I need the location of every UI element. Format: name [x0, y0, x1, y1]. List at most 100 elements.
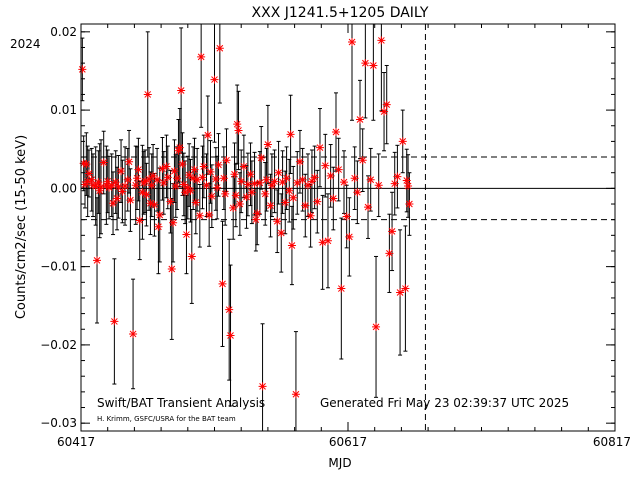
data-point	[257, 153, 266, 162]
data-point	[129, 329, 138, 338]
data-point	[210, 75, 219, 84]
y-axis-label: Counts/cm2/sec (15-50 keV)	[14, 135, 29, 319]
data-point	[286, 130, 295, 139]
data-point	[99, 158, 108, 167]
data-point	[295, 157, 304, 166]
data-point	[348, 38, 357, 47]
data-point	[89, 181, 98, 190]
data-point	[331, 128, 340, 137]
data-point	[281, 198, 290, 207]
data-point	[138, 188, 147, 197]
data-point	[162, 162, 171, 171]
data-point	[315, 143, 324, 152]
data-point	[163, 173, 172, 182]
data-point	[235, 200, 244, 209]
data-point	[82, 160, 91, 169]
data-point	[313, 197, 322, 206]
data-point	[231, 191, 240, 200]
axis-ticks	[80, 24, 616, 431]
data-point	[85, 169, 94, 178]
data-point	[293, 178, 302, 187]
data-point	[109, 199, 118, 208]
data-point	[177, 86, 186, 95]
data-point	[95, 186, 104, 195]
data-point	[149, 171, 158, 180]
data-point	[405, 200, 414, 209]
x-tick-labels: 60417 60617 60817	[57, 435, 631, 449]
data-point	[374, 181, 383, 190]
data-point	[93, 256, 102, 265]
data-point	[404, 182, 413, 191]
data-point	[339, 178, 348, 187]
data-point	[171, 182, 180, 191]
data-point	[126, 196, 135, 205]
data-point	[190, 165, 199, 174]
data-point	[273, 217, 282, 226]
data-point	[243, 180, 252, 189]
footer-right: Generated Fri May 23 02:39:37 UTC 2025	[320, 396, 569, 410]
data-point	[159, 178, 168, 187]
data-point	[323, 236, 332, 245]
data-point	[321, 161, 330, 170]
data-point	[253, 209, 262, 218]
data-point	[142, 190, 151, 199]
data-point	[246, 170, 255, 179]
data-point	[170, 167, 179, 176]
data-point	[267, 181, 276, 190]
data-point	[187, 252, 196, 261]
data-point	[79, 159, 88, 168]
data-point	[398, 137, 407, 146]
data-point	[258, 382, 267, 391]
data-point	[125, 157, 134, 166]
footer-credit: H. Krimm, GSFC/USRA for the BAT team	[97, 415, 236, 423]
data-point	[303, 181, 312, 190]
data-point	[114, 182, 123, 191]
data-point	[175, 143, 184, 152]
data-point	[274, 168, 283, 177]
data-point	[94, 178, 103, 187]
footer-left: Swift/BAT Transient Analysis	[97, 396, 265, 410]
data-point	[266, 201, 275, 210]
data-point	[289, 193, 298, 202]
data-point	[306, 211, 315, 220]
x-axis-label: MJD	[328, 456, 351, 470]
data-point	[150, 200, 159, 209]
data-point	[219, 174, 228, 183]
data-point	[229, 203, 238, 212]
data-point	[205, 210, 214, 219]
data-point	[103, 177, 112, 186]
data-point	[198, 173, 207, 182]
data-point	[189, 174, 198, 183]
data-point	[214, 160, 223, 169]
data-point	[121, 182, 130, 191]
data-point	[207, 192, 216, 201]
data-point	[250, 179, 259, 188]
data-point	[135, 216, 144, 225]
data-point	[182, 230, 191, 239]
data-point	[213, 183, 222, 192]
data-point	[193, 175, 202, 184]
data-point	[334, 165, 343, 174]
data-point	[131, 181, 140, 190]
data-point	[91, 182, 100, 191]
data-point	[218, 279, 227, 288]
data-point	[166, 197, 175, 206]
y-tick-label: −0.01	[40, 260, 77, 274]
data-point	[382, 100, 391, 109]
data-point	[396, 288, 405, 297]
data-point	[174, 146, 183, 155]
data-point	[211, 174, 220, 183]
data-point	[87, 175, 96, 184]
data-point	[134, 165, 143, 174]
data-point	[356, 115, 365, 124]
data-point	[143, 90, 152, 99]
data-point	[298, 175, 307, 184]
data-point	[83, 177, 92, 186]
data-point	[113, 194, 122, 203]
data-point	[133, 174, 142, 183]
data-point	[262, 175, 271, 184]
data-point	[215, 44, 224, 53]
data-point	[185, 171, 194, 180]
data-point	[270, 177, 279, 186]
data-point	[358, 156, 367, 165]
